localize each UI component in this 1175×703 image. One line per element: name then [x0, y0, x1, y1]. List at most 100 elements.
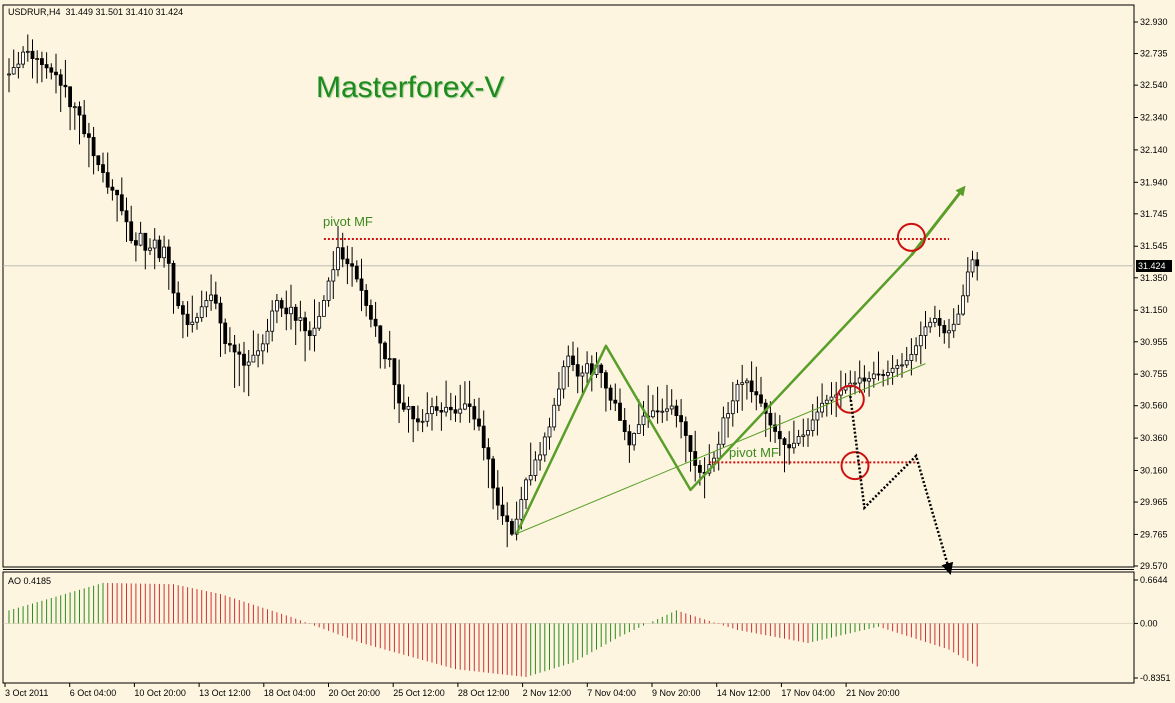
- candle-body: [970, 259, 975, 273]
- candle: [265, 318, 270, 353]
- candle-body: [68, 86, 72, 108]
- candle: [524, 477, 528, 510]
- candle-body: [284, 307, 289, 315]
- candle: [176, 281, 181, 309]
- candle-body: [740, 382, 745, 385]
- candle: [862, 365, 867, 393]
- candle: [392, 358, 397, 410]
- candle: [599, 363, 604, 388]
- candle-body: [298, 317, 303, 321]
- candle: [87, 122, 91, 168]
- candle-body: [599, 364, 604, 374]
- highlight-circle: [840, 451, 870, 481]
- candle-body: [242, 353, 246, 366]
- candle-body: [961, 295, 965, 315]
- candle: [636, 399, 641, 434]
- candle-body: [105, 172, 110, 188]
- candle-body: [307, 330, 312, 337]
- candle-body: [148, 247, 152, 251]
- time-tick-label: 10 Oct 20:00: [134, 688, 186, 698]
- zigzag-path: [515, 254, 913, 535]
- candle-body: [289, 306, 293, 315]
- candle-body: [462, 403, 467, 410]
- candle-body: [886, 372, 890, 376]
- candle: [237, 343, 242, 387]
- candle: [754, 366, 759, 411]
- candle: [345, 245, 350, 285]
- candle: [138, 221, 143, 247]
- candle-body: [256, 350, 261, 356]
- candle: [274, 294, 279, 324]
- candle-body: [730, 400, 735, 415]
- candle: [354, 260, 359, 283]
- candle: [481, 410, 486, 461]
- candle: [195, 312, 199, 330]
- candle-body: [439, 410, 444, 413]
- candle: [21, 46, 26, 69]
- candle: [166, 239, 171, 290]
- candle-body: [336, 247, 340, 271]
- candle-body: [651, 410, 655, 418]
- candle: [331, 251, 336, 300]
- candle: [533, 451, 538, 482]
- candle: [364, 284, 369, 317]
- candle: [218, 296, 223, 357]
- candle: [209, 274, 214, 311]
- candle: [58, 69, 63, 113]
- candle-body: [350, 263, 355, 267]
- price-tick-label: 31.745: [1140, 209, 1168, 219]
- candle: [232, 334, 237, 388]
- candle: [604, 369, 608, 412]
- candle-body: [895, 364, 900, 369]
- candle-body: [354, 265, 359, 280]
- candle-body: [260, 343, 265, 352]
- candle: [665, 384, 669, 421]
- time-tick-label: 28 Oct 12:00: [458, 688, 510, 698]
- candle-body: [312, 327, 317, 337]
- candle-body: [928, 321, 933, 328]
- candle: [373, 301, 378, 337]
- candle: [632, 432, 636, 451]
- candle-body: [754, 391, 759, 396]
- trend-arrow-up: [910, 185, 966, 257]
- candle-body: [157, 239, 162, 259]
- candle: [773, 412, 777, 443]
- candle-body: [477, 418, 481, 427]
- time-tick-label: 21 Nov 20:00: [846, 688, 900, 698]
- candle-body: [909, 353, 914, 361]
- candle-body: [486, 447, 491, 460]
- candle: [378, 325, 383, 369]
- candle-body: [533, 459, 538, 476]
- candle: [477, 397, 481, 431]
- candle-body: [937, 318, 942, 326]
- candle: [307, 321, 312, 351]
- candle-body: [660, 410, 665, 413]
- candle: [180, 300, 185, 339]
- candle: [745, 378, 749, 400]
- candle-body: [622, 420, 627, 433]
- candle: [467, 380, 472, 423]
- candle-body: [547, 426, 552, 438]
- candle: [951, 308, 956, 338]
- candle-body: [453, 409, 458, 414]
- candle: [415, 405, 420, 432]
- candle-body: [683, 421, 688, 436]
- candle-body: [119, 194, 124, 212]
- candle: [44, 52, 49, 79]
- candle-body: [679, 415, 683, 423]
- candle-body: [176, 292, 181, 307]
- candle-body: [251, 354, 256, 363]
- candle-body: [608, 387, 613, 401]
- candle: [25, 34, 30, 62]
- price-tick-label: 30.360: [1140, 433, 1168, 443]
- candle: [119, 177, 124, 216]
- symbol-header: USDRUR,H4 31.449 31.501 31.410 31.424: [8, 7, 184, 17]
- candle-body: [415, 418, 420, 423]
- candle-body: [110, 186, 115, 191]
- candle: [495, 470, 500, 520]
- candle-body: [411, 405, 416, 420]
- candle: [448, 392, 453, 421]
- candle-body: [340, 247, 345, 260]
- candle-body: [368, 305, 373, 320]
